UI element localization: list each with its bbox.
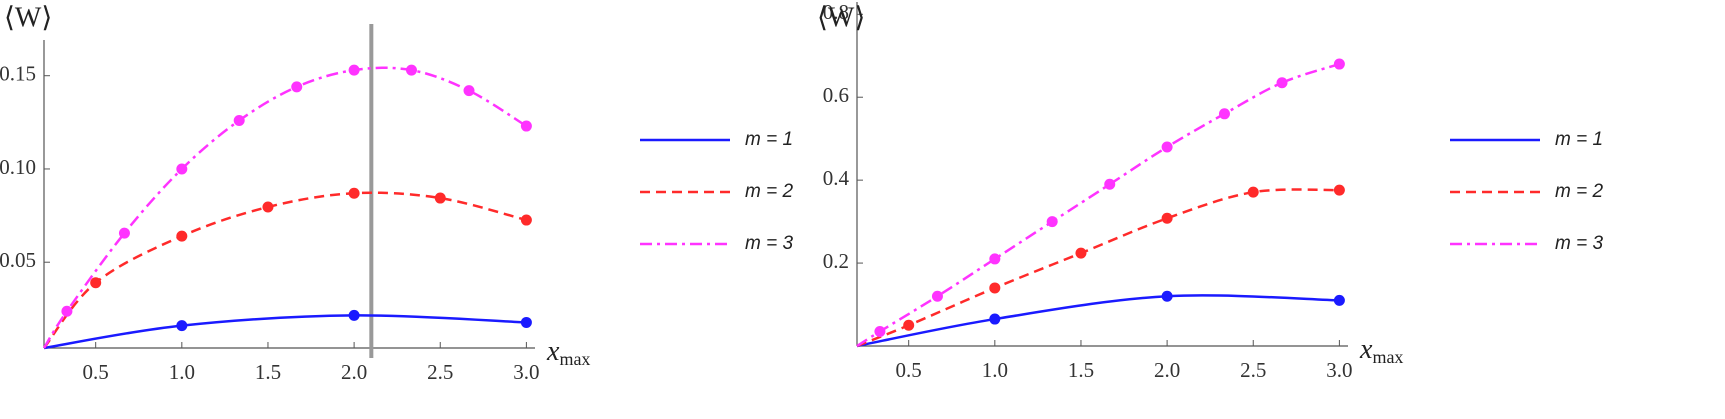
x-tick-label: 2.0 [1154, 358, 1180, 382]
point [520, 214, 532, 226]
y-axis-title: ⟨W⟩ [817, 2, 865, 33]
legend-label: m = 3 [1555, 233, 1603, 254]
x-tick-label: 1.5 [255, 360, 281, 384]
point [348, 309, 360, 321]
x-tick-label: 1.0 [982, 358, 1008, 382]
point [348, 64, 360, 76]
point [874, 325, 886, 337]
x-tick-label: 2.5 [427, 360, 453, 384]
point [291, 81, 303, 93]
point [520, 120, 532, 132]
point [90, 277, 102, 289]
x-tick-label: 2.0 [341, 360, 367, 384]
point [1161, 141, 1173, 153]
y-tick-label: 0.2 [823, 249, 849, 273]
curve [856, 294, 1340, 348]
point [1333, 184, 1345, 196]
x-tick-label: 3.0 [1326, 358, 1352, 382]
point [1046, 216, 1058, 228]
x-axis-sub: max [559, 349, 590, 369]
x-tick-label: 0.5 [896, 358, 922, 382]
y-tick-label: 0.05 [0, 248, 36, 272]
point [176, 163, 188, 175]
point [1218, 108, 1230, 120]
curve [43, 314, 527, 350]
point [520, 316, 532, 328]
legend-label: m = 3 [745, 233, 793, 254]
point [1247, 186, 1259, 198]
legend-label: m = 1 [1555, 129, 1603, 150]
point [176, 230, 188, 242]
curve [42, 66, 528, 349]
x-axis-var: x [546, 336, 560, 367]
point [1075, 247, 1087, 259]
point [903, 319, 915, 331]
panel: 0.5 1.0 1.5 2.0 2.5 3.0 0.05 0.10 0.15 ⟨W⟩ xmax m =… [0, 2, 793, 383]
x-tick-label: 0.5 [83, 360, 109, 384]
panel: 0.5 1.0 1.5 2.0 2.5 3.0 0.2 0.4 0.6 0.8⟨W⟩ xmax m =… [817, 0, 1603, 382]
y-tick-label: 0.15 [0, 62, 36, 86]
x-axis-title: xmax [546, 336, 590, 369]
x-axis-title: xmax [1359, 334, 1403, 367]
point [348, 187, 360, 199]
point [931, 290, 943, 302]
legend-label: m = 1 [745, 129, 793, 150]
point [1333, 294, 1345, 306]
curve [43, 191, 527, 349]
x-axis-sub: max [1372, 347, 1403, 367]
y-tick-label: 0.4 [823, 166, 850, 190]
point [61, 305, 73, 317]
point [1276, 77, 1288, 89]
y-axis-title: ⟨W⟩ [4, 2, 52, 33]
point [262, 201, 274, 213]
y-tick-label: 0.10 [0, 155, 36, 179]
point [989, 282, 1001, 294]
point [1161, 212, 1173, 224]
x-axis-var: x [1359, 334, 1373, 365]
y-tick-label: 0.6 [823, 83, 849, 107]
x-tick-label: 2.5 [1240, 358, 1266, 382]
point [176, 320, 188, 332]
x-tick-label: 1.0 [169, 360, 195, 384]
point [1161, 290, 1173, 302]
point [1333, 58, 1345, 70]
point [434, 192, 446, 204]
point [118, 227, 130, 239]
point [989, 253, 1001, 265]
x-tick-label: 3.0 [513, 360, 539, 384]
point [463, 85, 475, 97]
x-tick-label: 1.5 [1068, 358, 1094, 382]
point [405, 64, 417, 76]
curve [856, 188, 1340, 348]
y-tick-label: 0.8 [823, 0, 849, 24]
point [1104, 178, 1116, 190]
legend-label: m = 2 [745, 181, 793, 202]
point [233, 114, 245, 126]
point [989, 313, 1001, 325]
legend-label: m = 2 [1555, 181, 1603, 202]
